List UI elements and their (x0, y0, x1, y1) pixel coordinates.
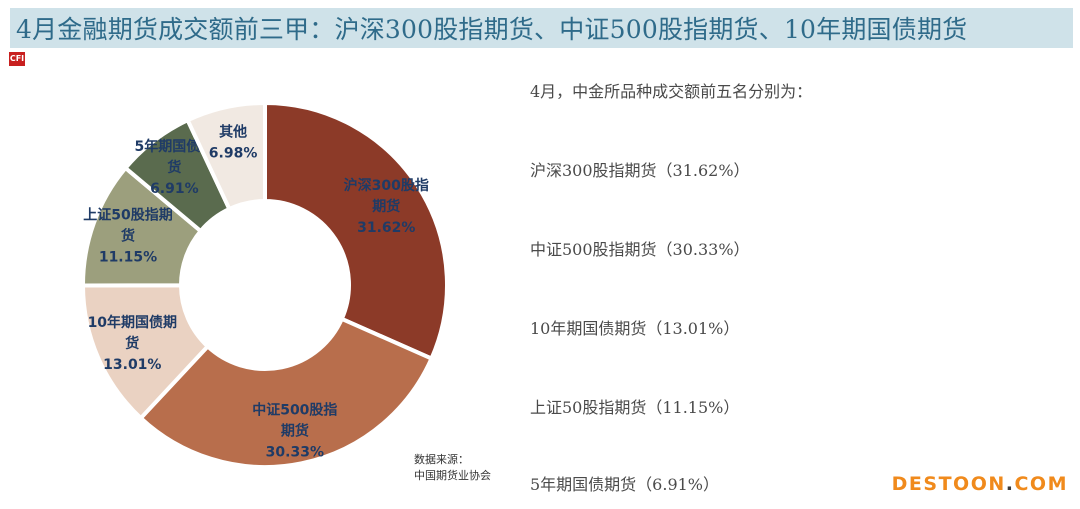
destoon-watermark: DESTOON.COM (892, 473, 1068, 495)
slice-name-label-4: 货 (120, 227, 135, 244)
slice-value-label-3: 13.01% (103, 357, 161, 373)
slice-name-label-6: 其他 (219, 123, 247, 140)
ranking-item-1: 沪深300股指期货（31.62%） (530, 161, 750, 180)
cfi-logo: CFI (9, 52, 25, 66)
slice-value-label-4: 11.15% (99, 249, 157, 265)
slice-value-label-6: 6.98% (209, 145, 258, 161)
donut-slice-3 (80, 283, 211, 421)
slice-name-label-3: 10年期国债期 (88, 314, 177, 331)
slice-name-label-5: 5年期国债期 (134, 138, 214, 155)
slice-name-label-2: 期货 (281, 423, 309, 440)
ranking-item-3: 10年期国债期货（13.01%） (530, 319, 740, 338)
donut-slice-1 (263, 100, 449, 362)
title-banner: 4月金融期货成交额前三甲：沪深300股指期货、中证500股指期货、10年期国债期… (10, 8, 1073, 48)
donut-slice-2 (138, 316, 435, 469)
donut-chart: 沪深300股指期货31.62%中证500股指期货30.33%10年期国债期货13… (80, 100, 449, 469)
ranking-item-2: 中证500股指期货（30.33%） (530, 240, 750, 259)
watermark-dot: . (1005, 473, 1015, 495)
slice-name-label-4: 上证50股指期 (83, 206, 172, 223)
ranking-item-4: 上证50股指期货（11.15%） (530, 398, 740, 417)
slice-name-label-5: 货 (166, 159, 181, 176)
ranking-intro: 4月，中金所品种成交额前五名分别为： (530, 82, 813, 101)
data-source: 数据来源： 中国期货业协会 (414, 452, 491, 484)
slice-name-label-3: 货 (124, 335, 139, 352)
slice-name-label-2: 中证500股指 (252, 402, 337, 419)
slice-value-label-5: 6.91% (150, 181, 199, 197)
slice-value-label-1: 31.62% (357, 220, 415, 236)
slice-name-label-1: 沪深300股指 (344, 177, 429, 194)
donut-slice-6 (185, 100, 267, 212)
watermark-brand: DESTOON (891, 473, 1006, 495)
page-title: 4月金融期货成交额前三甲：沪深300股指期货、中证500股指期货、10年期国债期… (16, 15, 968, 44)
watermark-tld: COM (1014, 473, 1068, 495)
slice-value-label-2: 30.33% (266, 445, 324, 461)
slice-name-label-1: 期货 (372, 198, 400, 215)
source-org: 中国期货业协会 (414, 469, 491, 482)
ranking-item-5: 5年期国债期货（6.91%） (530, 475, 720, 494)
source-label: 数据来源： (414, 453, 469, 466)
